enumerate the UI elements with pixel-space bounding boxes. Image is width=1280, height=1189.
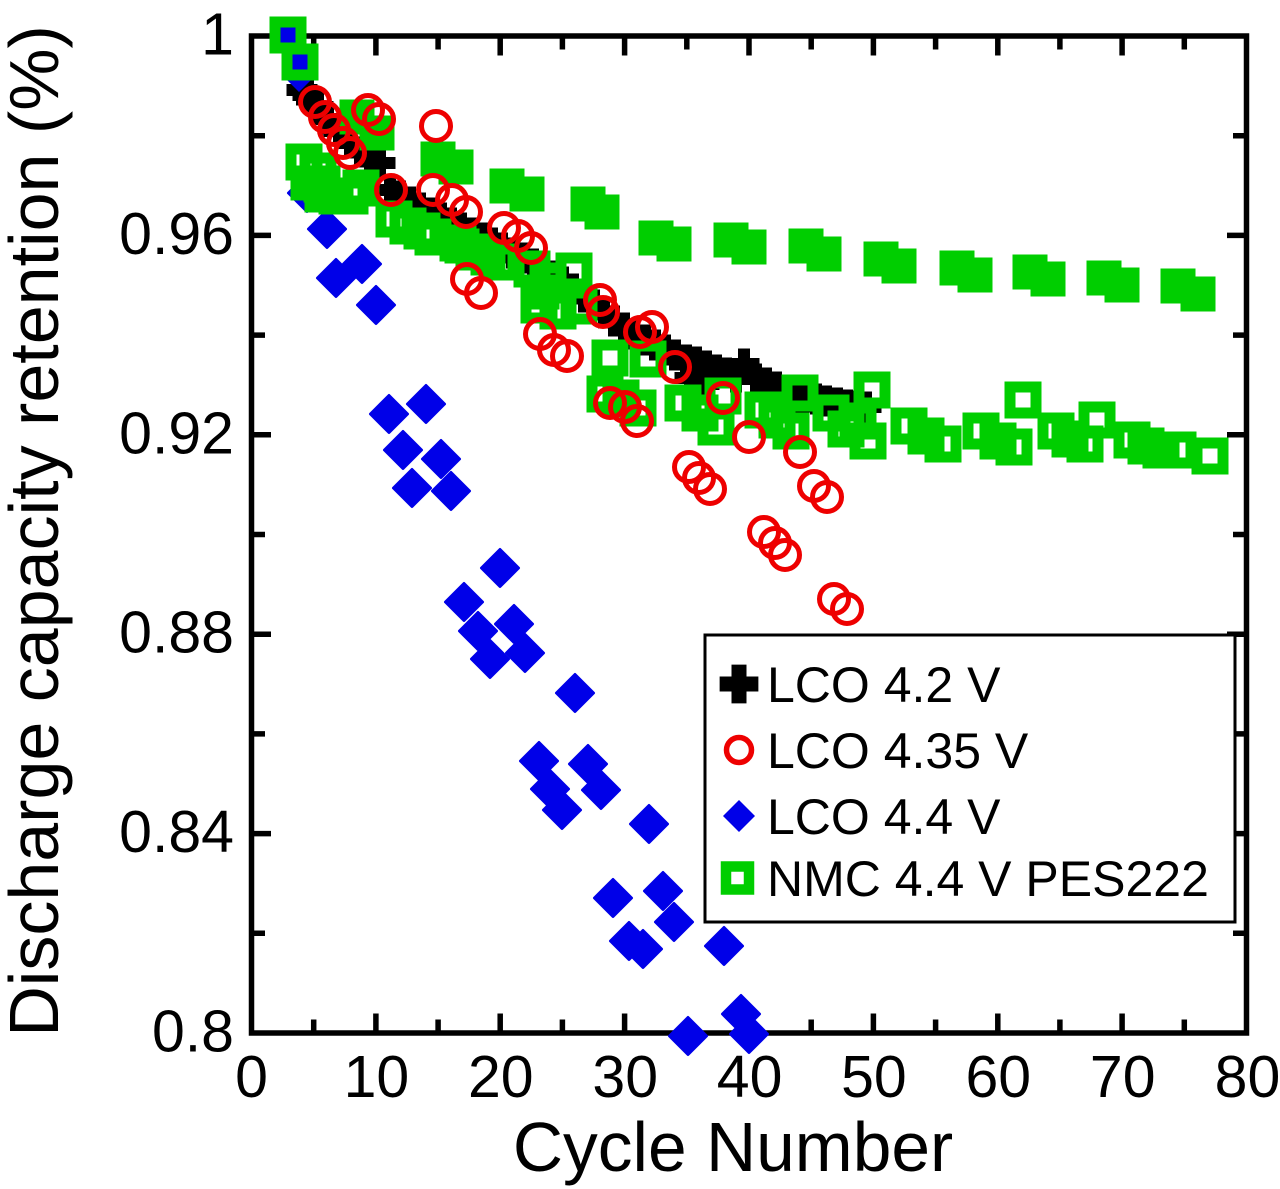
svg-text:0.92: 0.92 bbox=[119, 400, 234, 466]
svg-text:70: 70 bbox=[1090, 1044, 1156, 1110]
svg-text:0.96: 0.96 bbox=[119, 201, 234, 267]
svg-text:Discharge capacity retention (: Discharge capacity retention (%) bbox=[0, 25, 73, 1037]
svg-text:NMC 4.4 V PES222: NMC 4.4 V PES222 bbox=[767, 851, 1209, 907]
svg-text:LCO 4.2 V: LCO 4.2 V bbox=[767, 657, 1001, 713]
svg-text:1: 1 bbox=[201, 2, 234, 68]
svg-text:60: 60 bbox=[965, 1044, 1031, 1110]
svg-text:50: 50 bbox=[841, 1044, 907, 1110]
svg-text:80: 80 bbox=[1215, 1044, 1280, 1110]
svg-text:10: 10 bbox=[344, 1044, 410, 1110]
svg-text:30: 30 bbox=[592, 1044, 658, 1110]
svg-text:LCO 4.35 V: LCO 4.35 V bbox=[767, 723, 1029, 779]
svg-text:LCO 4.4 V: LCO 4.4 V bbox=[767, 789, 1001, 845]
svg-text:0.84: 0.84 bbox=[119, 799, 234, 865]
svg-text:0: 0 bbox=[235, 1044, 268, 1110]
svg-text:0.88: 0.88 bbox=[119, 600, 234, 666]
svg-text:20: 20 bbox=[468, 1044, 534, 1110]
svg-text:40: 40 bbox=[717, 1044, 783, 1110]
svg-text:Cycle Number: Cycle Number bbox=[513, 1108, 953, 1186]
svg-text:0.8: 0.8 bbox=[152, 999, 234, 1065]
